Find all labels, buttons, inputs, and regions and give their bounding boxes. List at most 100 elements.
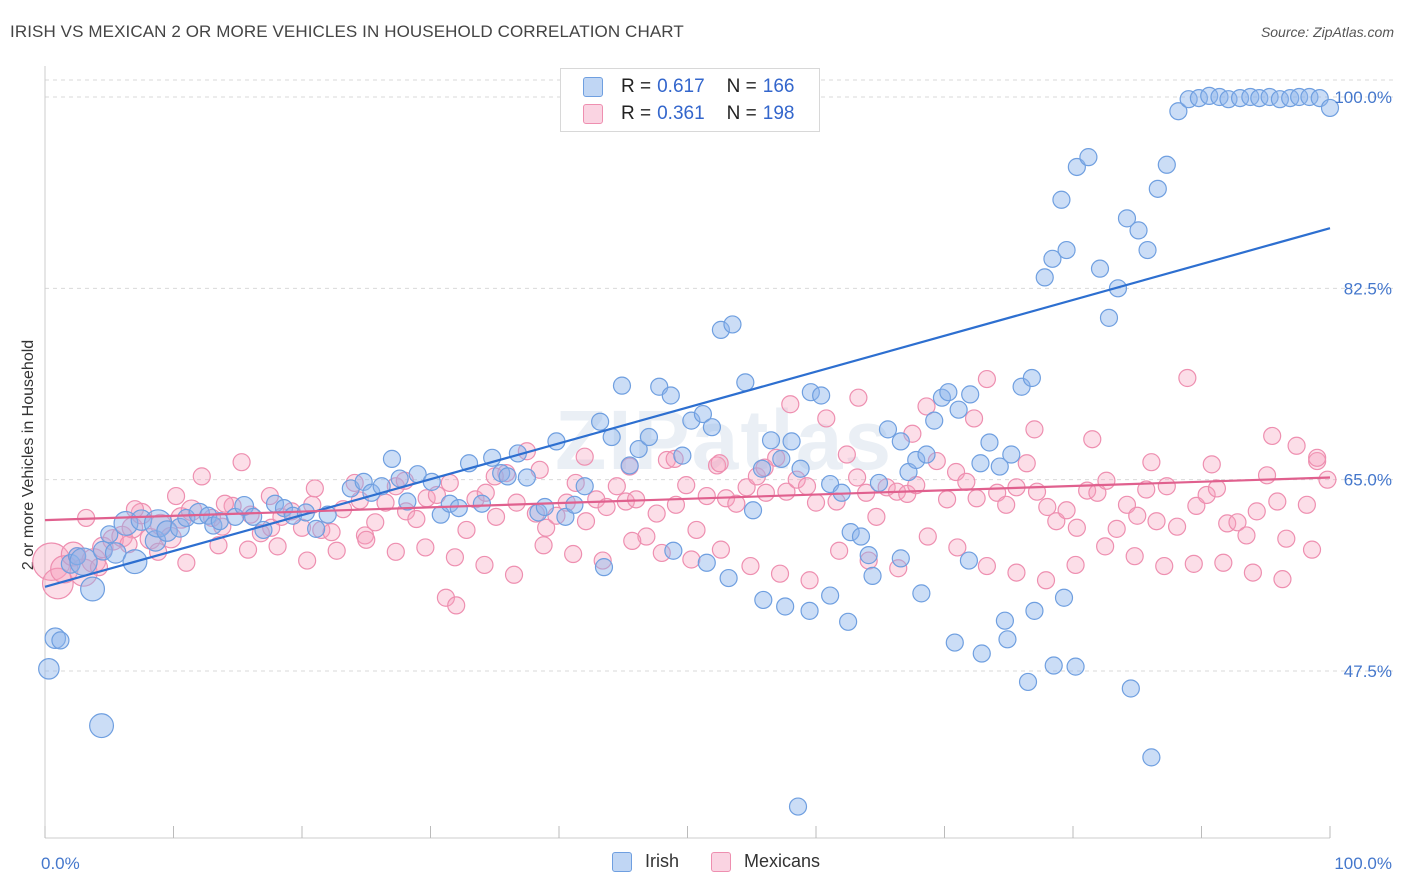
irish-point <box>972 644 991 663</box>
mexicans-point <box>1155 556 1174 576</box>
irish-point <box>736 373 755 392</box>
irish-point <box>620 456 639 475</box>
irish-point <box>1099 308 1119 327</box>
mexicans-point <box>1197 485 1216 505</box>
irish-points <box>38 86 1340 816</box>
irish-point <box>1121 679 1140 698</box>
mexicans-point <box>366 513 385 532</box>
mexicans-point <box>251 524 270 543</box>
mexicans-n-label: N = <box>726 103 757 124</box>
irish-point <box>1044 656 1063 675</box>
irish-point <box>711 320 731 339</box>
mexicans-point <box>1067 518 1086 537</box>
mexicans-point <box>486 507 506 526</box>
y-tick-label: 82.5% <box>1344 279 1392 298</box>
irish-point <box>959 551 979 570</box>
irish-point <box>1057 240 1076 260</box>
legend-item-irish[interactable]: Irish <box>612 851 679 872</box>
irish-point <box>939 383 958 402</box>
irish-point <box>782 432 801 451</box>
mexicans-point <box>1066 555 1085 575</box>
mexicans-point <box>1308 448 1327 467</box>
irish-point <box>1138 240 1157 260</box>
mexicans-point <box>1096 537 1115 556</box>
correlation-legend: R = 0.617 N = 166 R = 0.361 N = 198 <box>560 68 820 132</box>
irish-point <box>801 383 820 402</box>
irish-point <box>702 418 722 437</box>
irish-point <box>949 400 968 419</box>
mexicans-point <box>756 483 775 502</box>
irish-point <box>859 546 878 565</box>
mexicans-point <box>787 470 806 489</box>
mexicans-point <box>859 551 878 570</box>
mexicans-swatch <box>583 104 603 124</box>
legend-row-mexicans: R = 0.361 N = 198 <box>583 102 794 126</box>
mexicans-point <box>848 468 867 487</box>
mexicans-point <box>564 544 583 564</box>
y-tick-label: 100.0% <box>1334 88 1392 107</box>
chart-title: IRISH VS MEXICAN 2 OR MORE VEHICLES IN H… <box>10 22 684 41</box>
mexicans-point <box>623 531 642 550</box>
mexicans-point <box>1302 540 1322 559</box>
mexicans-point <box>1157 477 1176 496</box>
irish-point <box>839 612 858 631</box>
irish-point <box>776 597 795 616</box>
mexicans-point <box>1207 479 1227 498</box>
legend-item-mexicans[interactable]: Mexicans <box>711 851 820 872</box>
irish-point <box>156 520 178 542</box>
mexicans-point <box>687 520 706 540</box>
mexicans-point <box>1277 529 1296 548</box>
mexicans-point <box>476 483 495 502</box>
mexicans-point <box>177 553 196 572</box>
irish-point <box>1320 98 1340 118</box>
irish-point <box>629 439 648 459</box>
irish-point <box>907 450 926 470</box>
mexicans-point <box>537 518 556 537</box>
mexicans-point <box>327 541 346 560</box>
irish-point <box>1066 657 1085 676</box>
irish-point <box>752 459 772 478</box>
mexicans-point <box>1057 501 1076 520</box>
mexicans-point <box>800 571 819 590</box>
irish-r-value: 0.617 <box>657 76 705 97</box>
mexicans-r-value: 0.361 <box>657 103 705 124</box>
irish-point <box>1002 445 1021 464</box>
x-tick-label: 100.0% <box>1334 854 1392 873</box>
mexicans-point <box>575 447 594 466</box>
irish-point <box>971 454 990 473</box>
mexicans-point <box>1263 426 1282 446</box>
irish-point <box>483 448 502 467</box>
mexicans-point <box>593 551 612 570</box>
mexicans-point <box>507 493 526 512</box>
mexicans-point <box>436 588 456 607</box>
irish-point <box>788 797 808 816</box>
mexicans-point <box>948 538 967 557</box>
mexicans-point <box>710 454 729 473</box>
mexicans-legend-label: Mexicans <box>744 851 821 871</box>
mexicans-point <box>957 472 976 491</box>
irish-point <box>869 473 889 493</box>
irish-r-label: R = <box>621 76 652 97</box>
mexicans-point <box>1297 495 1316 514</box>
mexicans-point <box>447 596 466 615</box>
mexicans-point <box>727 494 746 513</box>
irish-swatch <box>583 77 603 97</box>
mexicans-point <box>917 397 936 416</box>
mexicans-point <box>837 445 856 464</box>
irish-point <box>565 495 584 514</box>
mexicans-point <box>215 494 234 513</box>
irish-point <box>1043 249 1062 268</box>
irish-point <box>1090 259 1110 278</box>
irish-point <box>372 477 391 496</box>
irish-point <box>821 586 840 605</box>
irish-point <box>1129 221 1148 240</box>
irish-point <box>51 631 70 650</box>
mexicans-point <box>440 473 459 493</box>
mexicans-point <box>707 456 727 475</box>
mexicans-point <box>697 486 716 506</box>
irish-point <box>1052 190 1071 209</box>
irish-point <box>38 658 60 680</box>
mexicans-point <box>682 550 701 569</box>
irish-point <box>754 590 773 610</box>
